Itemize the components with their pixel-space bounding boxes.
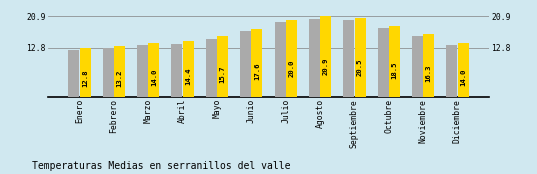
Bar xyxy=(354,18,366,97)
Bar xyxy=(458,43,469,97)
Text: 20.0: 20.0 xyxy=(288,59,294,77)
Text: 12.8: 12.8 xyxy=(82,70,88,87)
Bar xyxy=(251,29,263,97)
Bar xyxy=(446,45,458,97)
Text: 20.9: 20.9 xyxy=(323,58,329,75)
Text: 14.0: 14.0 xyxy=(151,68,157,85)
Bar xyxy=(137,45,148,97)
Text: 14.0: 14.0 xyxy=(460,68,466,85)
Text: 13.2: 13.2 xyxy=(117,69,122,87)
Text: 14.4: 14.4 xyxy=(185,68,191,85)
Text: 15.7: 15.7 xyxy=(220,66,226,83)
Bar xyxy=(79,48,91,97)
Bar xyxy=(389,26,400,97)
Bar xyxy=(206,39,217,97)
Bar xyxy=(343,20,354,97)
Bar xyxy=(217,36,228,97)
Text: 18.5: 18.5 xyxy=(391,61,397,79)
Bar xyxy=(309,19,320,97)
Bar xyxy=(240,31,251,97)
Bar xyxy=(412,36,423,97)
Bar xyxy=(274,22,286,97)
Bar xyxy=(286,20,297,97)
Bar xyxy=(183,41,194,97)
Bar xyxy=(68,50,79,97)
Bar xyxy=(103,49,114,97)
Bar xyxy=(378,28,389,97)
Text: Temperaturas Medias en serranillos del valle: Temperaturas Medias en serranillos del v… xyxy=(32,161,291,171)
Bar xyxy=(171,44,183,97)
Bar xyxy=(148,43,159,97)
Text: 17.6: 17.6 xyxy=(254,63,260,80)
Bar xyxy=(320,16,331,97)
Text: 16.3: 16.3 xyxy=(426,65,432,82)
Bar xyxy=(114,46,125,97)
Bar xyxy=(423,34,434,97)
Text: 20.5: 20.5 xyxy=(357,58,363,76)
